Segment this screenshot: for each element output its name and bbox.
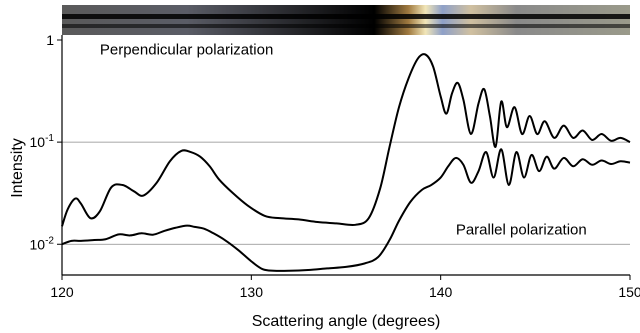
y-ticks: 1 10-1 10-2: [30, 32, 62, 252]
series-layer: [61, 53, 631, 272]
x-tick-label-3: 150: [618, 284, 640, 300]
x-tick-label-1: 130: [240, 284, 264, 300]
color-strip-band: [62, 5, 630, 35]
series-line-0: [61, 53, 631, 227]
series-line-1: [61, 148, 631, 272]
color-strip: [62, 5, 630, 35]
gridlines: [62, 141, 630, 245]
color-strip-dark-band-1: [62, 14, 630, 19]
x-ticks: 120 130 140 150: [50, 275, 640, 300]
y-axis-title: Intensity: [9, 138, 26, 198]
annotation-1: Parallel polarization: [456, 221, 587, 238]
x-axis-title: Scattering angle (degrees): [252, 313, 441, 330]
annotation-0: Perpendicular polarization: [100, 42, 273, 59]
y-tick-label-1: 10-1: [30, 133, 55, 150]
x-tick-label-0: 120: [50, 284, 74, 300]
y-tick-label-2: 10-2: [30, 235, 55, 252]
color-strip-dark-band-2: [62, 24, 630, 28]
x-tick-label-2: 140: [429, 284, 453, 300]
y-tick-label-0: 1: [46, 32, 54, 48]
annotations: Perpendicular polarization Parallel polar…: [100, 42, 587, 239]
